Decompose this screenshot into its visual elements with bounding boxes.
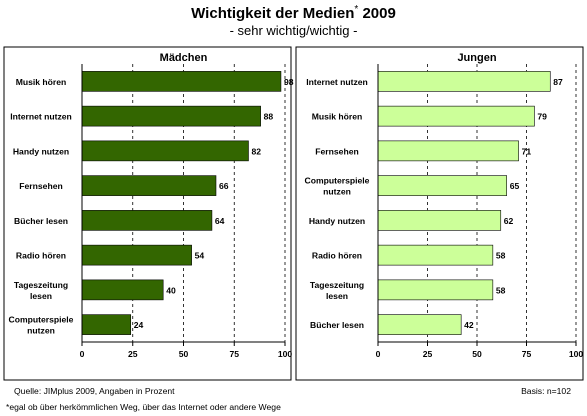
maedchen-value-label-5: 64 [215, 216, 225, 226]
jungen-x-tick-label-0: 0 [376, 349, 381, 359]
jungen-bar-5 [377, 210, 502, 231]
jungen-panel-title: Jungen [457, 52, 496, 64]
maedchen-value-label-3: 82 [251, 146, 261, 156]
jungen-value-label-8: 42 [464, 320, 474, 330]
chart-title-year: 2009 [362, 5, 396, 22]
jungen-bar-2 [377, 105, 535, 127]
jungen-category-label-8: Bücher lesen [310, 320, 364, 330]
jungen-category-label-6: Radio hören [312, 251, 362, 261]
footnote: *egal ob über herkömmlichen Weg, über da… [6, 402, 281, 412]
jungen-value-label-6: 58 [496, 251, 506, 261]
jungen-category-label-7: Tageszeitung lesen [310, 280, 364, 301]
maedchen-x-tick-label-100: 100 [278, 349, 293, 359]
maedchen-bar-8 [81, 314, 132, 335]
source-note: Quelle: JIMplus 2009, Angaben in Prozent [14, 386, 175, 396]
maedchen-category-label-7: Tageszeitung lesen [14, 280, 68, 301]
maedchen-value-label-4: 66 [219, 181, 229, 191]
chart-canvas: Mädchen 98 Musik hören 88 Internet nutzen 82 H… [3, 46, 584, 381]
maedchen-value-label-6: 54 [195, 251, 205, 261]
maedchen-category-label-1: Musik hören [16, 77, 67, 87]
maedchen-category-label-5: Bücher lesen [14, 216, 68, 226]
maedchen-category-label-3: Handy nutzen [13, 146, 69, 156]
maedchen-bar-7 [81, 279, 164, 301]
chart-title-text: Wichtigkeit der Medien [191, 5, 355, 22]
jungen-bar-4 [377, 175, 507, 196]
maedchen-value-label-1: 98 [284, 77, 294, 87]
jungen-category-label-1: Internet nutzen [306, 77, 368, 87]
jungen-category-label-5: Handy nutzen [309, 216, 365, 226]
jungen-value-label-1: 87 [553, 77, 563, 87]
maedchen-x-tick-label-50: 50 [179, 349, 189, 359]
jungen-bar-8 [377, 314, 462, 335]
maedchen-bar-3 [81, 140, 249, 162]
jungen-category-label-4: Computerspiele nutzen [305, 176, 370, 197]
maedchen-x-tick-label-0: 0 [80, 349, 85, 359]
maedchen-category-label-8: Computerspiele nutzen [9, 315, 74, 336]
maedchen-bar-4 [81, 175, 217, 196]
maedchen-value-label-7: 40 [166, 285, 176, 295]
jungen-x-tick-label-75: 75 [522, 349, 532, 359]
maedchen-bar-6 [81, 244, 192, 266]
chart-subtitle: - sehr wichtig/wichtig - [229, 23, 358, 38]
maedchen-bar-2 [81, 105, 261, 127]
jungen-x-tick-label-50: 50 [472, 349, 482, 359]
jungen-bar-7 [377, 279, 494, 301]
maedchen-panel-frame [3, 46, 292, 381]
jungen-x-tick-label-25: 25 [423, 349, 433, 359]
maedchen-bar-5 [81, 210, 213, 231]
jungen-value-label-4: 65 [510, 181, 520, 191]
maedchen-category-label-6: Radio hören [16, 251, 66, 261]
basis-note: Basis: n=102 [521, 386, 571, 396]
maedchen-bar-1 [81, 71, 282, 92]
chart-title: Wichtigkeit der Medien* 2009 [0, 4, 587, 22]
jungen-value-label-5: 62 [504, 216, 514, 226]
jungen-bar-6 [377, 244, 494, 266]
maedchen-x-tick-label-75: 75 [229, 349, 239, 359]
jungen-bar-3 [377, 140, 519, 162]
jungen-category-label-3: Fernsehen [315, 146, 358, 156]
jungen-value-label-2: 79 [537, 112, 547, 122]
jungen-category-label-2: Musik hören [312, 112, 363, 122]
maedchen-value-label-2: 88 [264, 112, 274, 122]
maedchen-x-tick-label-25: 25 [128, 349, 138, 359]
maedchen-category-label-4: Fernsehen [19, 181, 62, 191]
jungen-value-label-3: 71 [522, 146, 532, 156]
maedchen-value-label-8: 24 [134, 320, 144, 330]
jungen-value-label-7: 58 [496, 285, 506, 295]
jungen-panel-frame [295, 46, 584, 381]
maedchen-category-label-2: Internet nutzen [10, 112, 72, 122]
maedchen-panel-title: Mädchen [160, 52, 208, 64]
chart-title-asterisk: * [354, 4, 359, 15]
jungen-x-tick-label-100: 100 [569, 349, 584, 359]
jungen-bar-1 [377, 71, 551, 92]
